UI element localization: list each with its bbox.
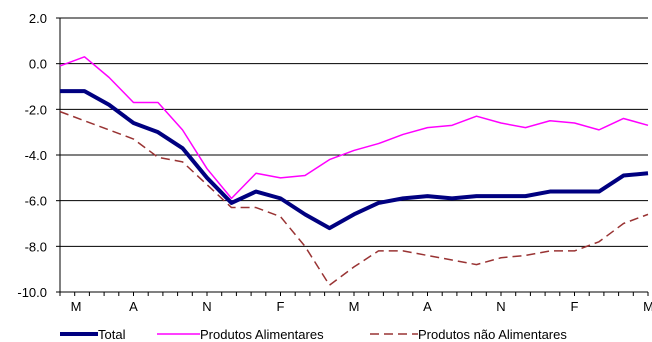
y-tick-label: 0.0 [29, 57, 47, 72]
x-tick-label: A [129, 299, 138, 314]
legend-label-total: Total [98, 327, 126, 342]
series-line-total [60, 89, 649, 231]
x-tick-label: F [571, 299, 579, 314]
y-tick-label: -10.0 [17, 285, 47, 300]
legend: Total Produtos Alimentares Produtos não … [60, 327, 567, 342]
gridlines [60, 17, 648, 247]
x-tick-label: M [643, 299, 652, 314]
x-tick-label: F [277, 299, 285, 314]
y-tick-label: -4.0 [25, 148, 47, 163]
legend-label-produtos-alimentares: Produtos Alimentares [200, 327, 324, 342]
y-tick-label: -2.0 [25, 102, 47, 117]
x-tick-label: M [71, 299, 82, 314]
x-tick-label: A [423, 299, 432, 314]
y-tick-label: -6.0 [25, 194, 47, 209]
series-line-produtos-alimentares [59, 56, 649, 200]
y-tick-label: -8.0 [25, 239, 47, 254]
series-lines [59, 56, 649, 286]
legend-label-produtos-nao-alimentares: Produtos não Alimentares [418, 327, 567, 342]
x-tick-label: N [202, 299, 211, 314]
x-tick-label: M [349, 299, 360, 314]
x-tick-label: N [496, 299, 505, 314]
y-tick-label: 2.0 [29, 11, 47, 26]
series-line-produtos-nao-alimentares [59, 110, 649, 286]
y-axis: 2.0 0.0 -2.0 -4.0 -6.0 -8.0 -10.0 [17, 11, 61, 300]
